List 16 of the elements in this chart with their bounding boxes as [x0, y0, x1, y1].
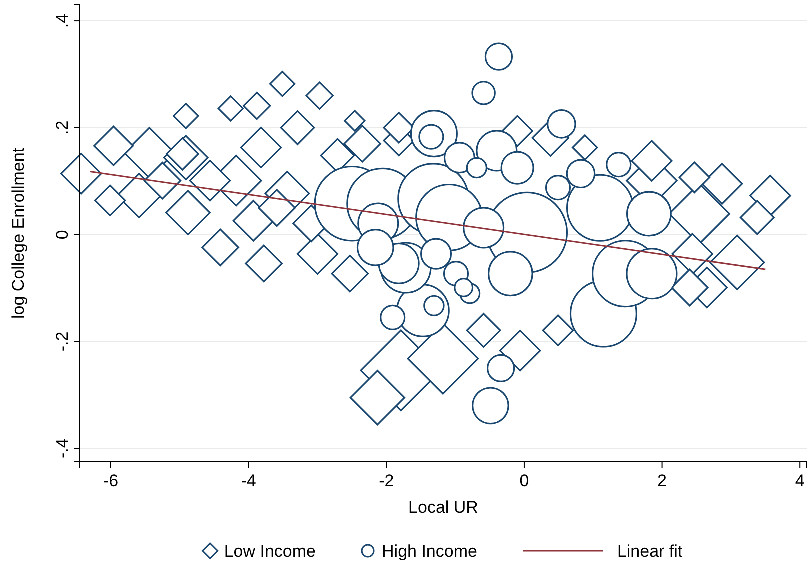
- x-tick-label: 2: [658, 471, 668, 490]
- y-tick-label: 0: [53, 230, 72, 240]
- legend-label: Low Income: [224, 542, 316, 561]
- y-tick-label: .4: [53, 14, 72, 28]
- x-tick-label: 0: [520, 471, 530, 490]
- y-tick-label: .2: [53, 120, 72, 136]
- x-axis-title: Local UR: [408, 498, 478, 517]
- x-tick-label: -4: [241, 471, 256, 490]
- y-axis-title: log College Enrollment: [9, 148, 28, 320]
- x-tick-label: 4: [795, 471, 805, 490]
- x-tick-label: -2: [379, 471, 394, 490]
- legend-label: Linear fit: [617, 542, 683, 561]
- x-tick-label: -6: [103, 471, 119, 490]
- y-tick-label: -.2: [53, 332, 72, 352]
- y-tick-label: -.4: [53, 438, 72, 459]
- legend-label: High Income: [382, 542, 478, 561]
